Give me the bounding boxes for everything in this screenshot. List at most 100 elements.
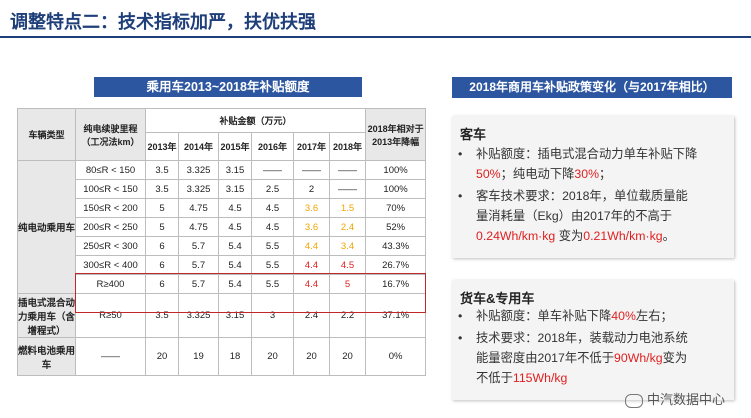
- value-cell: 18: [218, 337, 252, 376]
- value-cell: 20: [293, 337, 330, 376]
- value-cell: 3: [251, 293, 294, 338]
- drop-cell: 26.7%: [365, 255, 427, 275]
- value-cell: 4.5: [251, 198, 294, 218]
- truck-title: 货车&专用车: [460, 291, 535, 306]
- header-subsidy: 补贴金额（万元）: [144, 108, 367, 133]
- value-cell: 5: [328, 274, 367, 294]
- bus-bullet-1: • 补贴额度：插电式混合动力单车补贴下降 50%；纯电动下降30%；: [458, 144, 728, 184]
- bullet-icon: •: [458, 309, 463, 323]
- truck-bullet-2: • 技术要求：2018年，装载动力电池系统 能量密度由2017年不低于90Wh/…: [458, 328, 728, 390]
- value-cell: 4.75: [178, 217, 219, 237]
- wechat-icon: [624, 393, 643, 408]
- value-cell: 3.325: [178, 179, 219, 199]
- truck-bullet-1: • 补贴额度：单车补贴下降40%左右；: [458, 306, 728, 326]
- value-cell: 5.5: [251, 274, 294, 294]
- value-cell: 1.5: [328, 198, 367, 218]
- subsidy-table: 车辆类型 纯电续驶里程（工况法km） 补贴金额（万元） 2018年相对于2013…: [17, 108, 427, 376]
- drop-cell: 43.3%: [365, 236, 427, 256]
- page-title: 调整特点二：技术指标加严，扶优扶强: [10, 12, 316, 33]
- text: 。: [662, 229, 675, 243]
- value-cell: 20: [251, 337, 294, 376]
- text: 30%: [574, 167, 600, 181]
- value-cell: 2.2: [328, 293, 367, 338]
- vehicle-type-cell: 插电式混合动力乘用车（含增程式）: [17, 293, 76, 338]
- drop-cell: 16.7%: [365, 274, 427, 294]
- text: 50%: [476, 167, 501, 181]
- text: 左右；: [635, 309, 673, 323]
- value-cell: ——: [328, 179, 367, 199]
- right-section-header: 2018年商用车补贴政策变化（与2017年相比）: [452, 77, 732, 98]
- value-cell: ——: [328, 160, 367, 180]
- value-cell: 3.15: [218, 160, 252, 180]
- header-vehicle-type: 车辆类型: [17, 108, 76, 161]
- range-cell: R≥50: [75, 293, 146, 338]
- drop-cell: 70%: [365, 198, 427, 218]
- bus-panel: 客车 • 补贴额度：插电式混合动力单车补贴下降 50%；纯电动下降30%； • …: [452, 116, 734, 258]
- value-cell: 5.7: [178, 274, 219, 294]
- value-cell: 4.75: [178, 198, 219, 218]
- text: 0.21Wh/km·kg: [583, 229, 663, 243]
- range-cell: 250≤R < 300: [75, 236, 146, 256]
- text: ；纯电动下降: [500, 167, 575, 181]
- value-cell: 3.325: [178, 293, 219, 338]
- value-cell: 5: [145, 198, 179, 218]
- value-cell: 6: [145, 274, 179, 294]
- text: 90Wh/kg: [614, 351, 663, 365]
- value-cell: 4.4: [293, 236, 330, 256]
- value-cell: 5: [145, 217, 179, 237]
- text: 0.24Wh/km·kg: [476, 229, 556, 243]
- vehicle-type-cell: 燃料电池乘用车: [17, 337, 76, 376]
- year-header: 2018年: [328, 132, 367, 161]
- value-cell: 2.4: [293, 293, 330, 338]
- drop-cell: 0%: [365, 337, 427, 376]
- range-cell: 150≤R < 200: [75, 198, 146, 218]
- subsidy-table-wrap: 车辆类型 纯电续驶里程（工况法km） 补贴金额（万元） 2018年相对于2013…: [17, 108, 427, 376]
- value-cell: 4.4: [293, 274, 330, 294]
- range-cell: R≥400: [75, 274, 146, 294]
- watermark-text: 中汽数据中心: [646, 392, 725, 407]
- text: 技术要求：2018年，装载动力电池系统: [476, 331, 688, 345]
- range-cell: 80≤R < 150: [75, 160, 146, 180]
- range-cell: 300≤R < 400: [75, 255, 146, 275]
- value-cell: 5.4: [218, 274, 252, 294]
- value-cell: 3.325: [178, 160, 219, 180]
- value-cell: 4.5: [218, 217, 252, 237]
- text: ；: [599, 167, 612, 181]
- bullet-icon: •: [458, 147, 463, 161]
- value-cell: 5.7: [178, 236, 219, 256]
- left-section-header: 乘用车2013~2018年补贴额度: [94, 77, 362, 97]
- value-cell: 3.5: [145, 179, 179, 199]
- truck-panel: 货车&专用车 • 补贴额度：单车补贴下降40%左右； • 技术要求：2018年，…: [452, 280, 734, 400]
- value-cell: 3.4: [328, 236, 367, 256]
- value-cell: 5.4: [218, 255, 252, 275]
- value-cell: 20: [328, 337, 367, 376]
- value-cell: 5.5: [251, 255, 294, 275]
- watermark: 中汽数据中心: [624, 389, 725, 408]
- value-cell: 6: [145, 255, 179, 275]
- range-cell: ——: [75, 337, 146, 376]
- title-underline: [0, 36, 751, 38]
- drop-cell: 37.1%: [365, 293, 427, 338]
- year-header: 2016年: [251, 132, 294, 161]
- text: 能量密度由2017年不低于: [476, 351, 615, 365]
- value-cell: 3.15: [218, 293, 252, 338]
- text: 量消耗量（Ekg）由2017年的不高于: [476, 209, 673, 223]
- text: 客车技术要求：2018年，单位载质量能: [476, 189, 688, 203]
- header-range: 纯电续驶里程（工况法km）: [75, 108, 146, 161]
- text: 115Wh/kg: [512, 371, 568, 385]
- text: 补贴额度：插电式混合动力单车补贴下降: [476, 147, 698, 161]
- text: 40%: [611, 309, 636, 323]
- value-cell: 20: [145, 337, 179, 376]
- value-cell: 2: [293, 179, 330, 199]
- value-cell: 5.5: [251, 236, 294, 256]
- range-cell: 200≤R < 250: [75, 217, 146, 237]
- value-cell: ——: [293, 160, 330, 180]
- value-cell: 6: [145, 236, 179, 256]
- drop-cell: 100%: [365, 179, 427, 199]
- bus-title: 客车: [460, 127, 487, 142]
- value-cell: 3.6: [293, 217, 330, 237]
- text: 不低于: [476, 371, 513, 385]
- value-cell: 4.4: [293, 255, 330, 275]
- year-header: 2013年: [145, 132, 179, 161]
- year-header: 2015年: [218, 132, 252, 161]
